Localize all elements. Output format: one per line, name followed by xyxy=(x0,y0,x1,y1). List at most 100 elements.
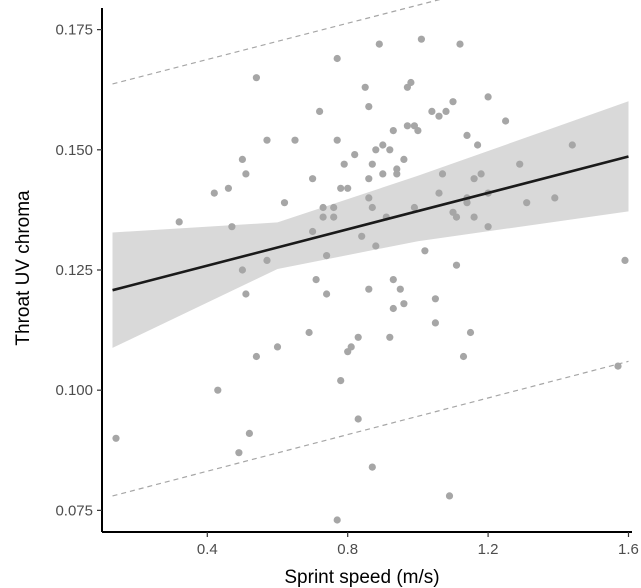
data-point xyxy=(523,199,531,207)
data-point xyxy=(333,516,341,524)
data-point xyxy=(421,247,429,255)
data-point xyxy=(214,386,222,394)
data-point xyxy=(459,352,468,361)
data-point xyxy=(224,184,232,192)
data-point xyxy=(389,127,397,135)
data-point xyxy=(252,74,260,82)
data-point xyxy=(470,175,478,183)
data-point xyxy=(484,223,492,231)
data-point xyxy=(263,256,271,264)
data-point xyxy=(323,290,331,298)
data-point xyxy=(365,285,373,293)
data-point xyxy=(435,112,443,120)
data-point xyxy=(330,213,338,221)
data-point xyxy=(273,343,282,351)
data-point xyxy=(470,213,478,221)
data-point xyxy=(340,160,348,168)
data-point xyxy=(365,194,373,202)
prediction-lower-line xyxy=(112,360,629,497)
data-point xyxy=(386,333,394,341)
data-point xyxy=(312,276,320,284)
data-point xyxy=(621,256,629,264)
data-point xyxy=(466,328,475,337)
data-point xyxy=(414,127,422,135)
data-point xyxy=(210,189,218,197)
data-points-layer xyxy=(112,35,629,524)
data-point xyxy=(407,78,415,87)
data-point xyxy=(333,136,341,144)
fit-line xyxy=(112,155,629,292)
data-point xyxy=(400,155,408,163)
data-point xyxy=(375,40,383,48)
data-point xyxy=(337,184,345,192)
data-point xyxy=(228,223,236,231)
y-tick-label: 0.075 xyxy=(55,502,93,519)
data-point xyxy=(112,434,120,442)
data-point xyxy=(280,199,289,207)
data-point xyxy=(358,232,366,240)
data-point xyxy=(400,300,408,308)
data-point xyxy=(305,328,313,337)
data-point xyxy=(393,170,401,178)
data-point xyxy=(474,141,482,149)
y-tick-label: 0.125 xyxy=(55,262,93,279)
data-point xyxy=(242,170,250,178)
data-point xyxy=(431,319,439,327)
data-point xyxy=(389,276,397,284)
data-point xyxy=(238,266,246,274)
data-point xyxy=(238,155,246,163)
data-point xyxy=(333,54,341,63)
data-point xyxy=(337,377,345,385)
data-point xyxy=(361,83,369,91)
data-point xyxy=(389,304,397,313)
data-point xyxy=(477,170,485,178)
data-point xyxy=(263,136,271,144)
data-point xyxy=(442,107,450,115)
x-tick-label: 1.6 xyxy=(618,541,639,558)
data-point xyxy=(463,131,471,139)
fit-line-layer xyxy=(112,155,629,292)
data-point xyxy=(396,285,404,293)
y-tick-label: 0.150 xyxy=(55,142,93,159)
data-point xyxy=(379,170,387,178)
data-point xyxy=(354,333,362,341)
x-tick-label: 0.4 xyxy=(197,541,218,558)
data-point xyxy=(316,107,324,115)
data-point xyxy=(551,194,559,202)
data-point xyxy=(330,203,338,212)
data-point xyxy=(484,93,492,101)
x-tick-label: 1.2 xyxy=(478,541,499,558)
data-point xyxy=(347,343,355,351)
data-point xyxy=(344,184,352,192)
data-point xyxy=(291,136,299,144)
x-axis-title: Sprint speed (m/s) xyxy=(284,567,439,588)
data-point xyxy=(175,218,183,226)
data-point xyxy=(386,146,394,154)
data-point xyxy=(368,160,376,168)
data-point xyxy=(365,103,373,111)
data-point xyxy=(516,160,524,168)
data-point xyxy=(435,189,443,197)
y-tick-label: 0.100 xyxy=(55,382,93,399)
data-point xyxy=(428,107,436,115)
data-point xyxy=(403,122,411,130)
data-point xyxy=(323,252,331,260)
data-point xyxy=(309,227,317,236)
data-point xyxy=(502,117,510,125)
data-point xyxy=(452,213,461,221)
data-point xyxy=(417,35,425,43)
data-point xyxy=(372,242,380,250)
data-point xyxy=(438,170,447,178)
y-tick-label: 0.175 xyxy=(55,22,93,39)
data-point xyxy=(379,141,387,149)
prediction-interval-layer xyxy=(112,0,629,497)
prediction-upper-line xyxy=(112,0,441,85)
data-point xyxy=(452,261,461,269)
data-point xyxy=(252,352,260,361)
data-point xyxy=(456,40,464,48)
data-point xyxy=(242,290,250,298)
data-point xyxy=(449,98,457,106)
data-point xyxy=(319,203,327,212)
data-point xyxy=(614,362,622,370)
data-point xyxy=(368,203,376,212)
